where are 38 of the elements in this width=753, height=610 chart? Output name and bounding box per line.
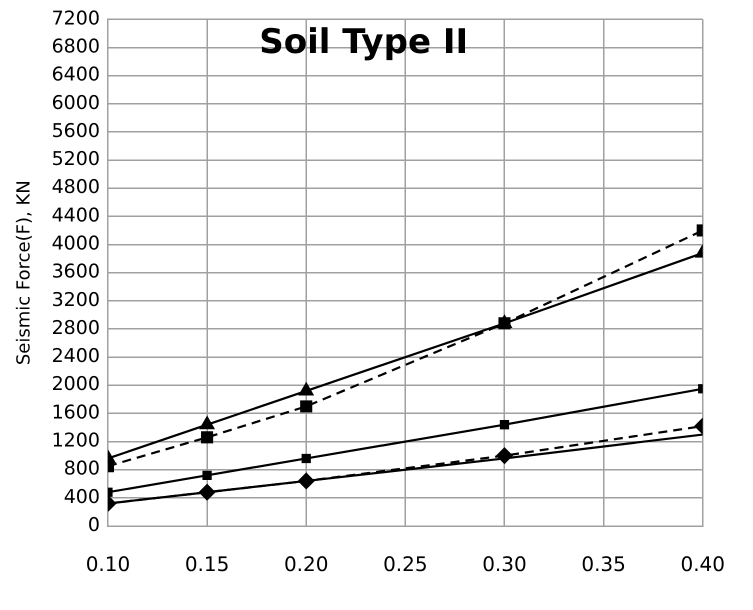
y-tick-label: 800 — [64, 458, 100, 480]
x-tick-label: 0.10 — [86, 552, 130, 576]
x-tick-label: 0.20 — [284, 552, 328, 576]
x-tick-label: 0.15 — [184, 552, 230, 576]
y-tick-label: 6800 — [52, 35, 100, 58]
y-tick-label: 3600 — [52, 260, 100, 283]
y-tick-label: 400 — [64, 486, 100, 508]
point — [198, 484, 216, 500]
y-tick-label: 2400 — [52, 345, 100, 368]
point — [298, 472, 314, 490]
y-tick-label: 7200 — [52, 7, 100, 30]
y-tick-label: 4800 — [52, 176, 100, 198]
point — [302, 454, 311, 464]
point — [201, 431, 214, 444]
point — [500, 420, 510, 430]
y-tick-label: 2000 — [52, 373, 100, 396]
y-tick-label: 6400 — [52, 64, 100, 86]
y-tick-label: 1200 — [52, 430, 100, 452]
y-tick-label: 5200 — [52, 148, 100, 170]
chart-title: Soil Type II — [259, 22, 468, 62]
y-tick-label: 4000 — [52, 232, 100, 254]
point — [299, 382, 314, 396]
point — [202, 470, 212, 480]
x-tick-label: 0.25 — [383, 552, 428, 576]
x-tick-label: 0.40 — [680, 552, 725, 576]
x-tick-label: 0.35 — [581, 552, 626, 576]
y-tick-label: 3200 — [52, 288, 100, 311]
y-tick-label: 1600 — [52, 401, 100, 424]
point — [200, 416, 214, 430]
x-tick-label: 0.30 — [482, 552, 527, 576]
point — [300, 400, 312, 412]
y-tick-label: 2800 — [52, 316, 100, 339]
y-axis-title: Seismic Force(F), KN — [13, 180, 34, 366]
y-tick-label: 5600 — [52, 120, 100, 142]
y-tick-label: 0 — [88, 514, 100, 536]
y-tick-label: 6000 — [52, 92, 100, 114]
y-tick-label: 4400 — [52, 204, 100, 226]
point — [496, 448, 513, 464]
